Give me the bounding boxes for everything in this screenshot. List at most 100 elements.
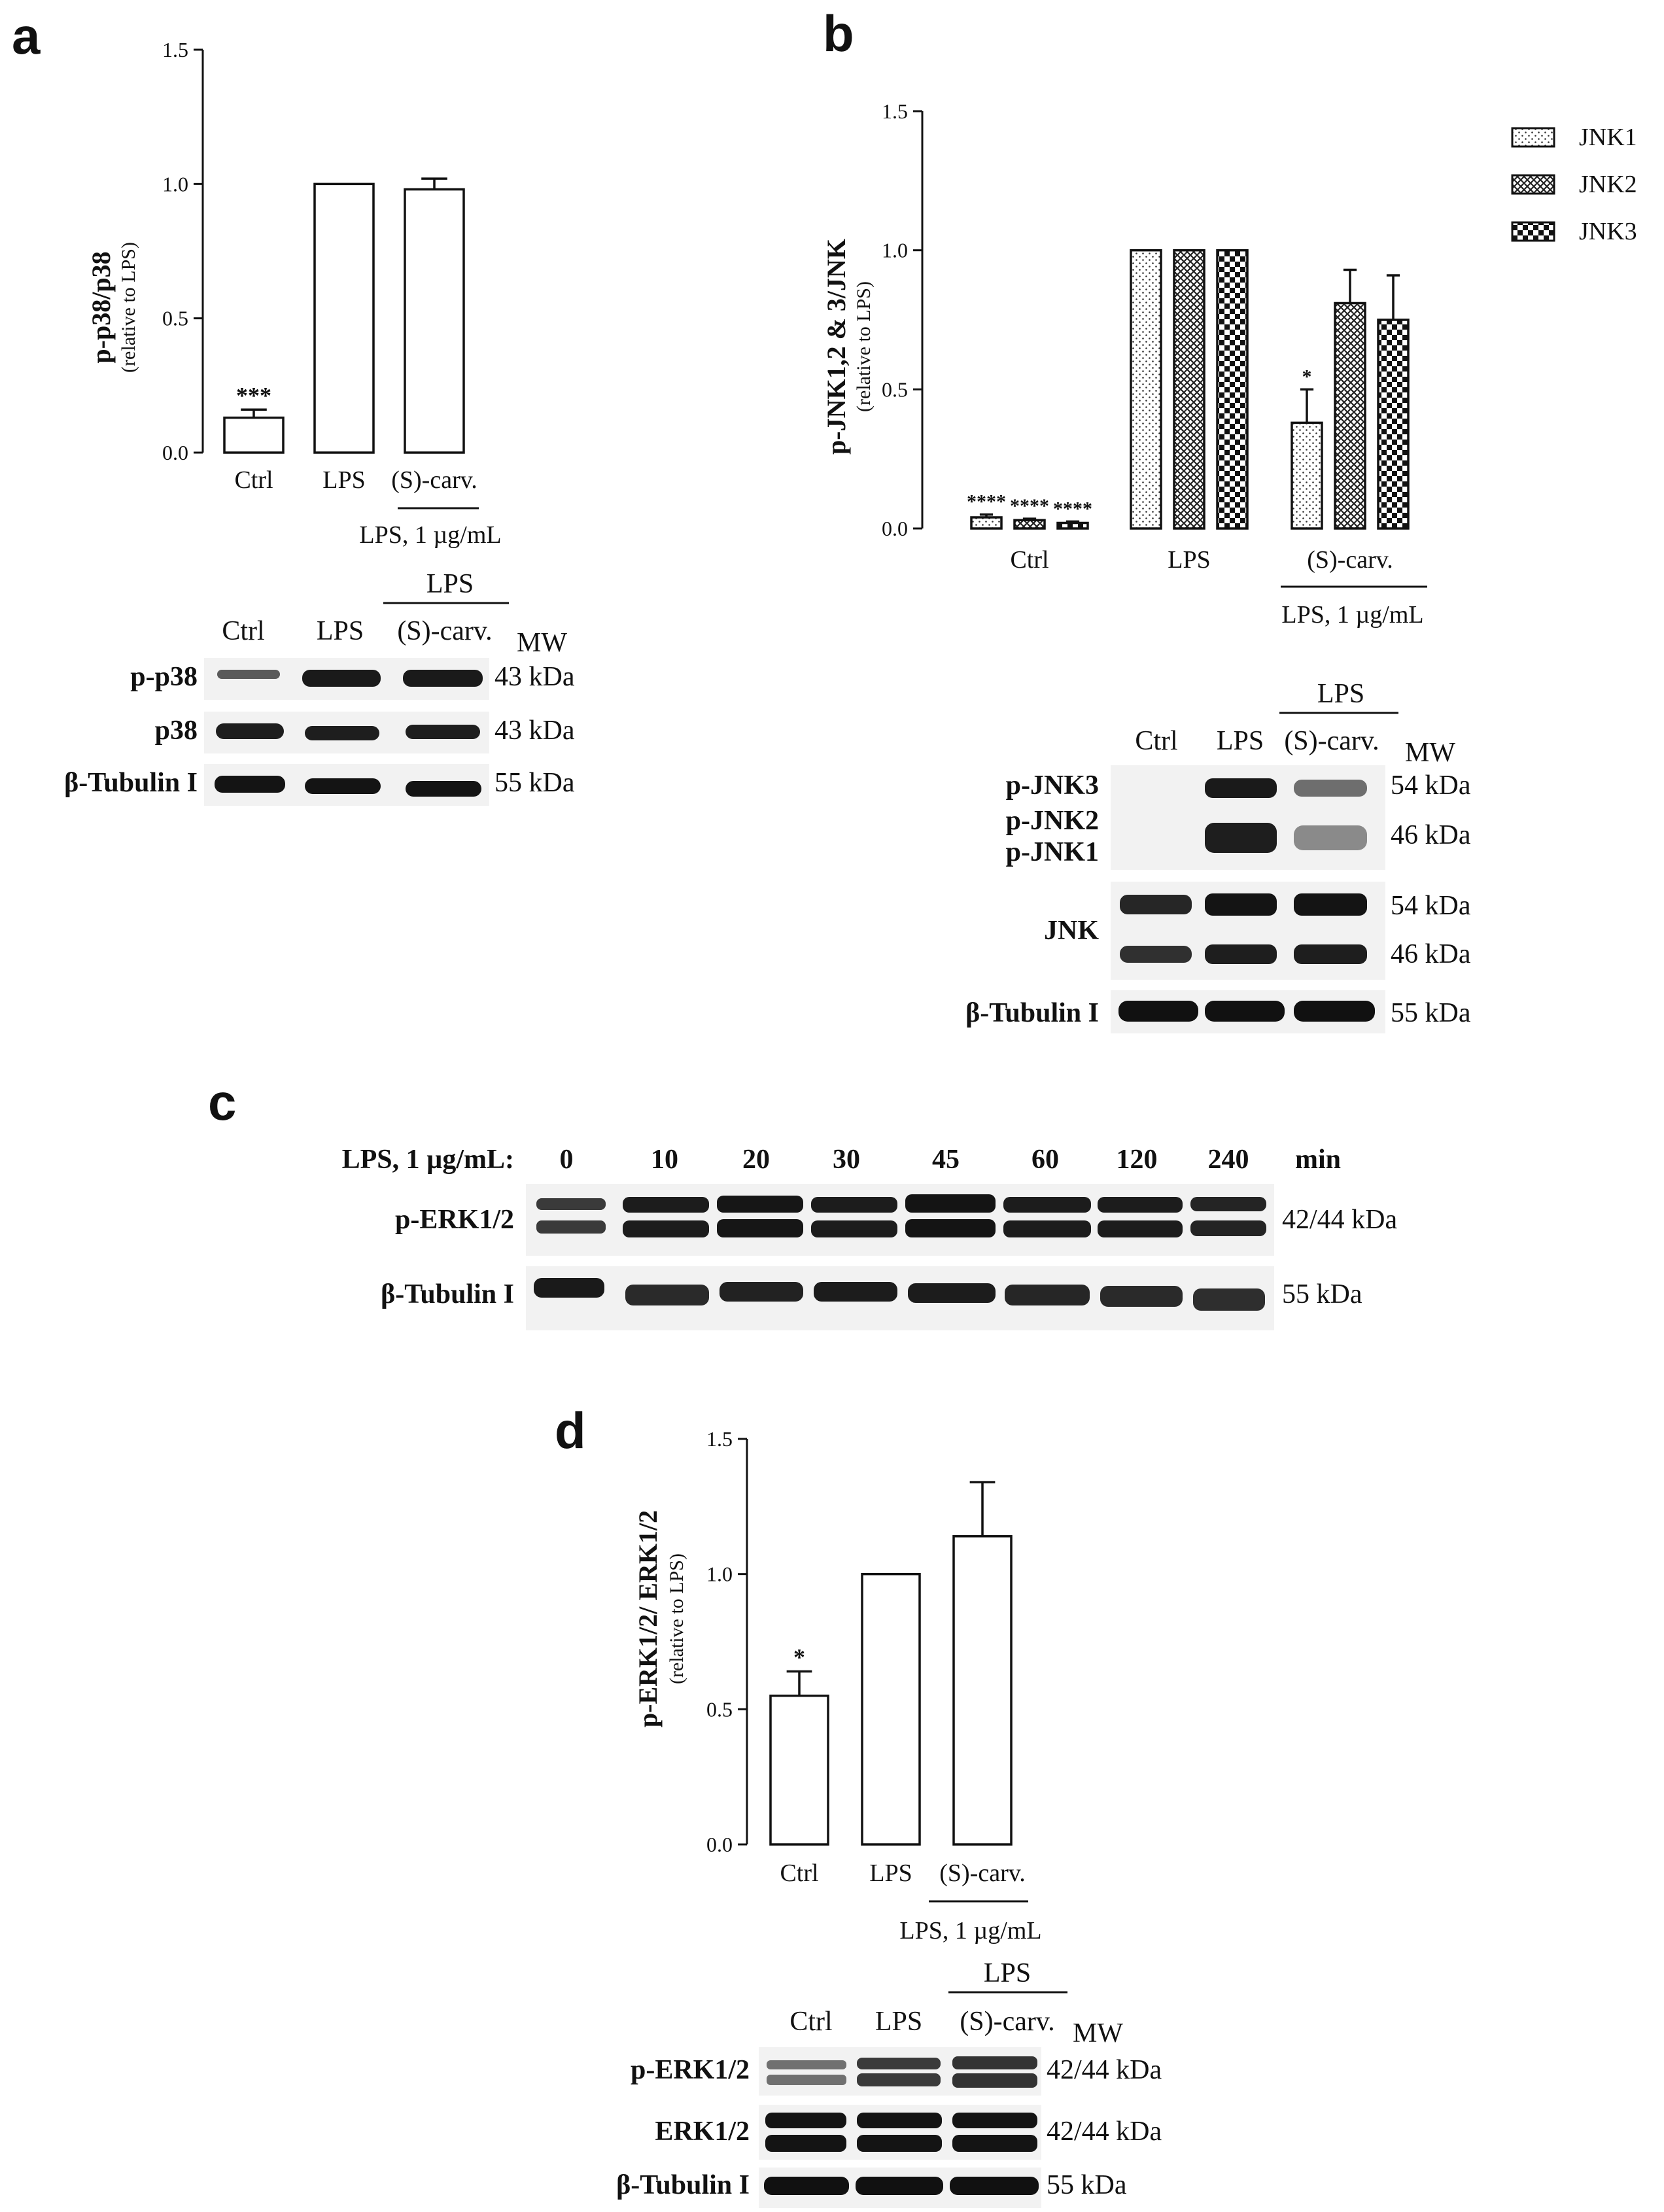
bar-d-ctrl [769,1694,829,1846]
band [1294,893,1367,916]
blot-b-row-label-pjnk2: p-JNK2 [1006,806,1099,836]
y-tick-label: 0.0 [706,1833,733,1856]
treatment-label-d: LPS, 1 µg/mL [899,1917,1041,1944]
band [767,2060,846,2069]
bar-b-lps-jnk3 [1216,249,1249,530]
band [536,1198,606,1210]
blot-c-strip-perk [526,1184,1274,1256]
legend-label-jnk1: JNK1 [1579,124,1637,151]
band [1190,1197,1266,1211]
x-category-label: (S)-carv. [1307,546,1393,574]
blot-c-time-120: 120 [1117,1145,1158,1175]
band [536,1220,606,1234]
legend-label-jnk2: JNK2 [1579,171,1637,198]
band [623,1197,709,1213]
band [1003,1197,1091,1213]
band [1120,895,1192,914]
blot-c-time-unit: min [1295,1145,1341,1175]
blot-c-mw-perk: 42/44 kDa [1282,1205,1398,1235]
band [534,1278,604,1298]
y-tick-label: 1.0 [882,239,908,262]
panel-letter-b: b [823,5,854,62]
band [216,723,284,739]
blot-c-time-240: 240 [1208,1145,1249,1175]
panel-letter-a: a [12,7,41,65]
blot-a: LPS Ctrl LPS (S)-carv. MW p-p38 43 kDa p… [64,569,575,806]
significance-label: * [1302,366,1312,387]
blot-d-mw-header: MW [1073,2018,1123,2048]
bar-a-scarv [404,188,465,454]
bar-b-scarv-jnk1 [1291,421,1323,530]
blot-b-mw-tub: 55 kDa [1391,998,1471,1028]
band [811,1197,897,1213]
bar-b-ctrl-jnk1 [970,516,1003,530]
blot-d-lane-carv: (S)-carv. [960,2007,1054,2037]
blot-a-mw-p38: 43 kDa [494,716,575,746]
band [814,1282,897,1302]
y-tick-label: 1.0 [706,1563,733,1586]
band [717,1219,803,1237]
blot-b-group-label: LPS [1317,679,1364,709]
band [765,2113,846,2128]
band [406,781,481,797]
legend-label-jnk3: JNK3 [1579,218,1637,245]
band [952,2113,1037,2128]
ylabel-b: p-JNK1,2 & 3/JNK [822,239,851,455]
bar-a-ctrl [223,416,285,454]
blot-d-strip-perk [759,2047,1041,2096]
treatment-label-a: LPS, 1 µg/mL [359,521,501,549]
band [1100,1286,1183,1307]
band [767,2075,846,2085]
bar-b-ctrl-jnk2 [1013,519,1046,530]
y-tick-label: 1.5 [882,99,908,123]
blot-b-lane-carv: (S)-carv. [1284,726,1379,756]
band [856,2177,943,2195]
bar-d-lps [861,1572,921,1846]
bar-b-ctrl-jnk3 [1056,521,1089,530]
band [1205,823,1277,853]
blot-a-lane-lps: LPS [317,616,364,646]
band [1098,1197,1183,1213]
band [1205,778,1277,798]
blot-b-row-label-pjnk1: p-JNK1 [1006,837,1099,867]
blot-a-lane-carv: (S)-carv. [397,616,492,646]
band [1005,1285,1090,1305]
x-category-label: Ctrl [234,466,273,494]
blot-c-treatment-label: LPS, 1 µg/mL: [342,1145,514,1175]
chart-a: 0.0 0.5 1.0 1.5 *** Ctrl LPS (S)-carv. [162,38,477,494]
blot-c-time-0: 0 [560,1145,574,1175]
blot-b-mw-pjnk3: 54 kDa [1391,770,1471,801]
bar-a-lps [313,182,375,454]
y-tick-label: 1.5 [162,38,188,61]
band [1098,1220,1183,1237]
blot-d-lane-ctrl: Ctrl [789,2007,832,2037]
band [406,725,480,739]
ylabel-d: p-ERK1/2/ ERK1/2 [633,1510,663,1727]
y-tick-label: 0.5 [882,377,908,401]
band [719,1282,803,1302]
band [811,1220,897,1237]
bar-b-scarv-jnk2 [1334,302,1366,530]
band [857,2058,941,2069]
significance-label: **** [967,491,1006,513]
x-category-label: LPS [322,466,365,494]
band [217,670,280,679]
y-tick-label: 0.5 [162,307,188,330]
blot-a-group-label: LPS [426,569,474,599]
band [1294,825,1367,850]
blot-a-mw-pp38: 43 kDa [494,662,575,692]
legend-swatch-jnk3 [1511,221,1555,242]
blot-b-mw-jnk54: 54 kDa [1391,891,1471,921]
bar-d-scarv [952,1535,1013,1846]
blot-b-row-label-jnk: JNK [1044,916,1099,946]
blot-c-row-label-perk: p-ERK1/2 [395,1205,514,1235]
x-category-label: LPS [1168,546,1210,574]
legend-swatch-jnk2 [1511,174,1555,195]
significance-label: * [793,1644,805,1670]
band [764,2177,849,2195]
y-tick-label: 1.5 [706,1427,733,1451]
band [1120,946,1192,963]
blot-a-row-label-p38: p38 [155,716,198,746]
band [717,1196,803,1213]
